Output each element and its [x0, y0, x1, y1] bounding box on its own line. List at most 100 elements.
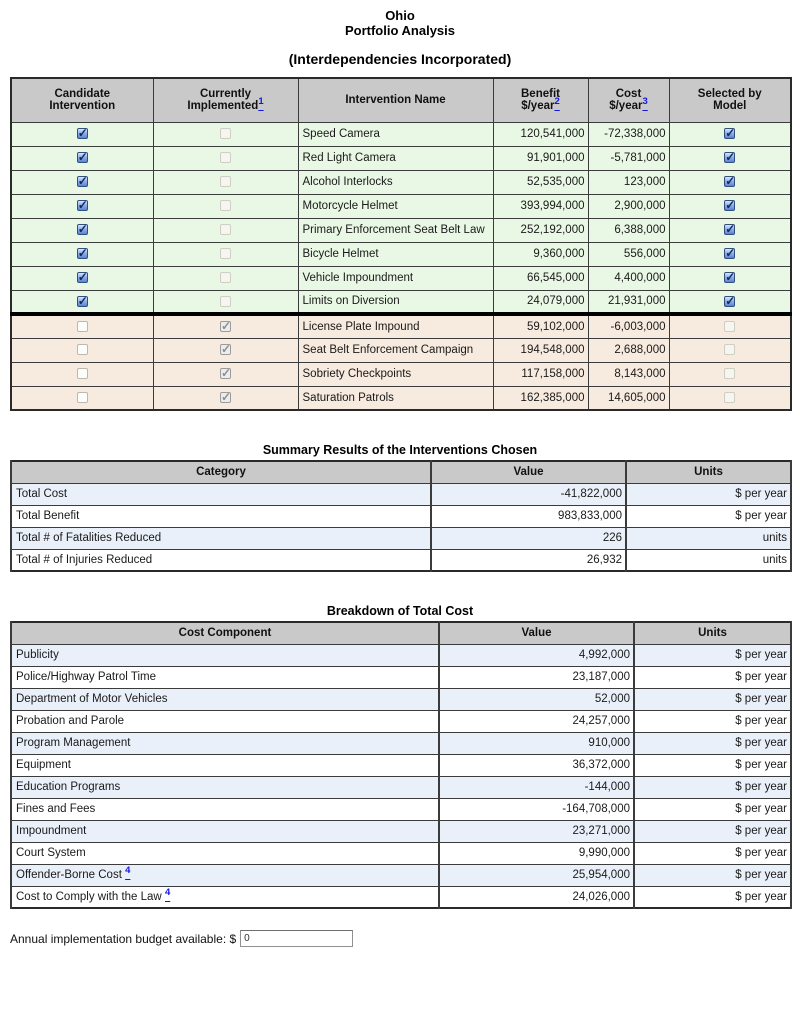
cost-cell: -6,003,000 [587, 312, 670, 339]
selected-checkbox [724, 126, 735, 140]
intervention-name-cell: Alcohol Interlocks [297, 169, 494, 195]
breakdown-row-units: $ per year [633, 863, 792, 887]
breakdown-row: Offender-Borne Cost 4 25,954,000 $ per yea… [10, 863, 792, 887]
breakdown-row-value: 24,257,000 [438, 709, 635, 733]
candidate-checkbox[interactable] [76, 368, 88, 380]
breakdown-row-units: $ per year [633, 775, 792, 799]
implemented-checkbox-cell [152, 121, 299, 147]
summary-table-title: Summary Results of the Interventions Cho… [262, 443, 538, 457]
implemented-checkbox [220, 224, 231, 236]
candidate-checkbox[interactable] [76, 222, 88, 236]
cost-cell: 2,688,000 [587, 337, 670, 363]
benefit-cell: 252,192,000 [492, 217, 589, 243]
candidate-checkbox[interactable] [76, 270, 88, 284]
breakdown-row-label: Court System [10, 841, 440, 865]
breakdown-row: Court System 9,990,000 $ per year [10, 841, 792, 865]
intervention-name-cell: Red Light Camera [297, 145, 494, 171]
page-subtitle: (Interdependencies Incorporated) [288, 51, 512, 67]
intervention-row: Primary Enforcement Seat Belt Law252,192… [10, 217, 792, 243]
breakdown-row-units: $ per year [633, 797, 792, 821]
candidate-checkbox[interactable] [76, 344, 88, 356]
candidate-checkbox[interactable] [76, 321, 88, 333]
implemented-checkbox [220, 295, 231, 307]
intervention-name-cell: Motorcycle Helmet [297, 193, 494, 219]
candidate-checkbox[interactable] [76, 246, 88, 260]
footnote-2-link[interactable]: 2 [554, 96, 560, 108]
candidate-checkbox-cell [10, 337, 154, 363]
breakdown-header-row: Cost Component Value Units [10, 621, 792, 645]
footnote-4-link[interactable]: 4 [164, 886, 171, 898]
selected-checkbox-cell [668, 385, 792, 411]
benefit-cell: 66,545,000 [492, 265, 589, 291]
implemented-checkbox [220, 319, 231, 333]
selected-checkbox [724, 368, 736, 380]
footnote-1-link[interactable]: 1 [258, 96, 264, 108]
selected-checkbox-cell [668, 337, 792, 363]
implemented-checkbox-cell [152, 312, 299, 339]
candidate-checkbox[interactable] [76, 198, 88, 212]
footnote-4-link[interactable]: 4 [125, 865, 131, 877]
breakdown-row-value: 23,271,000 [438, 819, 635, 843]
selected-checkbox [724, 198, 735, 212]
benefit-cell: 59,102,000 [492, 312, 589, 339]
breakdown-row-label: Education Programs [10, 775, 440, 799]
breakdown-row-value: 52,000 [438, 687, 635, 711]
implemented-checkbox [220, 152, 231, 164]
breakdown-row-value: 910,000 [438, 731, 635, 755]
summary-row: Total # of Injuries Reduced 26,932 units [10, 548, 792, 572]
interventions-table: Candidate Intervention Currently Impleme… [10, 77, 792, 411]
summary-row-units: units [625, 526, 792, 550]
interventions-header-row: Candidate Intervention Currently Impleme… [10, 77, 792, 123]
col-header-selected-by-model: Selected by Model [668, 77, 792, 123]
implemented-checkbox [220, 390, 231, 404]
intervention-name-cell: Sobriety Checkpoints [297, 361, 494, 387]
breakdown-row: Education Programs -144,000 $ per year [10, 775, 792, 799]
breakdown-row-units: $ per year [633, 819, 792, 843]
breakdown-row-units: $ per year [633, 885, 792, 909]
candidate-checkbox[interactable] [76, 392, 88, 404]
candidate-checkbox[interactable] [76, 174, 88, 188]
header-label: Currently [199, 88, 252, 101]
breakdown-row-value: 24,026,000 [438, 885, 635, 909]
selected-checkbox [724, 321, 736, 333]
header-label: Benefit [521, 88, 560, 101]
cost-cell: -5,781,000 [587, 145, 670, 171]
breakdown-table: Cost Component Value Units Publicity 4,99… [10, 621, 792, 909]
benefit-cell: 24,079,000 [492, 289, 589, 315]
summary-row-value: -41,822,000 [430, 482, 627, 506]
breakdown-row: Fines and Fees -164,708,000 $ per year [10, 797, 792, 821]
candidate-checkbox-cell [10, 121, 154, 147]
benefit-cell: 194,548,000 [492, 337, 589, 363]
header-label: Implemented [187, 100, 259, 113]
implemented-checkbox-cell [152, 289, 299, 315]
summary-row: Total Cost -41,822,000 $ per year [10, 482, 792, 506]
header-label: Cost [615, 88, 642, 101]
candidate-checkbox[interactable] [76, 150, 88, 164]
breakdown-row-label: Department of Motor Vehicles [10, 687, 440, 711]
selected-checkbox-cell [668, 289, 792, 315]
candidate-checkbox[interactable] [76, 294, 88, 308]
summary-row-value: 983,833,000 [430, 504, 627, 528]
budget-input[interactable] [240, 930, 354, 947]
intervention-name-cell: Limits on Diversion [297, 289, 494, 315]
candidate-checkbox[interactable] [76, 126, 88, 140]
selected-checkbox-cell [668, 241, 792, 267]
benefit-cell: 9,360,000 [492, 241, 589, 267]
header-label: $/year [609, 100, 643, 113]
benefit-cell: 393,994,000 [492, 193, 589, 219]
summary-row-label: Total # of Fatalities Reduced [10, 526, 432, 550]
col-header-cost-component: Cost Component [10, 621, 440, 645]
benefit-cell: 117,158,000 [492, 361, 589, 387]
candidate-checkbox-cell [10, 217, 154, 243]
breakdown-row-value: 9,990,000 [438, 841, 635, 865]
summary-row-value: 226 [430, 526, 627, 550]
summary-header-row: Category Value Units [10, 460, 792, 484]
cost-cell: 8,143,000 [587, 361, 670, 387]
cost-cell: -72,338,000 [587, 121, 670, 147]
intervention-name-cell: License Plate Impound [297, 312, 494, 339]
footnote-3-link[interactable]: 3 [642, 96, 648, 108]
selected-checkbox-cell [668, 169, 792, 195]
breakdown-row-value: -144,000 [438, 775, 635, 799]
